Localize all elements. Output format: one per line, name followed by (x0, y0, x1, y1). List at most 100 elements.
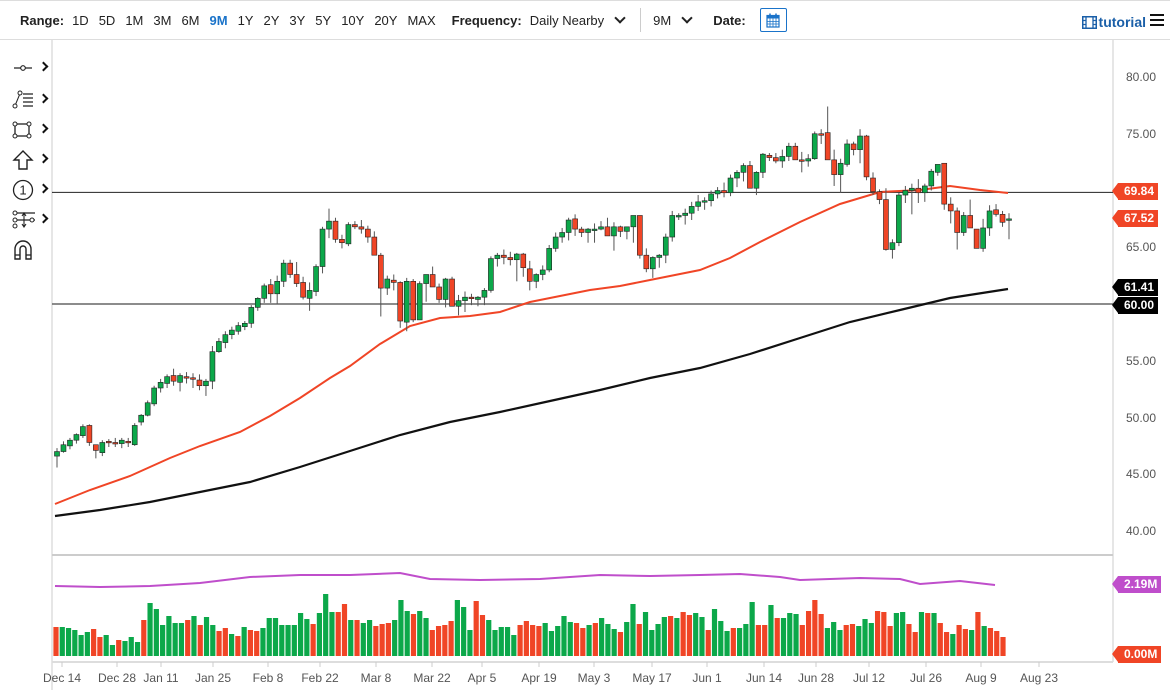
volume-bar (699, 617, 705, 656)
candle-body (902, 190, 909, 196)
candle-body (274, 280, 280, 295)
volume-bar (755, 625, 762, 656)
frequency-value: Daily Nearby (529, 12, 605, 28)
range-button-1m[interactable]: 1M (125, 12, 144, 28)
volume-bar (323, 594, 329, 656)
candle-body (313, 266, 319, 292)
volume-bar (567, 622, 573, 656)
candle-body (468, 296, 475, 299)
range-button-1d[interactable]: 1D (72, 12, 89, 28)
candle-body (753, 172, 760, 189)
range-label: Range: (20, 12, 65, 28)
volume-bar (617, 632, 624, 656)
price-tick-label: 65.00 (1126, 240, 1157, 255)
fib-tool-button[interactable] (12, 88, 52, 112)
range-button-10y[interactable]: 10Y (341, 12, 365, 28)
candle-body (106, 441, 112, 444)
volume-bar (65, 628, 72, 656)
magnet-tool-button[interactable] (12, 238, 52, 262)
period-dropdown[interactable]: 9M (653, 12, 693, 28)
candle-body (280, 262, 287, 282)
candle-body (80, 426, 86, 436)
candle-body (656, 254, 663, 258)
volume-bar (762, 625, 768, 656)
frequency-dropdown[interactable]: Daily Nearby (529, 12, 626, 28)
candle-body (203, 380, 209, 387)
candle-body (384, 278, 391, 289)
candle-body (306, 290, 313, 299)
volume-bar (473, 601, 479, 656)
calendar-icon (766, 13, 780, 28)
candle-body (267, 284, 274, 295)
last-price-tag: 67.52 (1111, 210, 1159, 227)
candle-body (669, 215, 676, 238)
numbered-marker-tool-icon: 1 (12, 179, 34, 201)
tutorial-link[interactable]: tutorial (1081, 14, 1146, 30)
volume-bar (780, 618, 787, 656)
candle-body (617, 226, 624, 232)
volume-bar (385, 623, 391, 656)
range-button-3m[interactable]: 3M (153, 12, 172, 28)
x-tick-label: Mar 22 (413, 671, 451, 685)
candle-body (293, 274, 300, 284)
range-button-3y[interactable]: 3Y (289, 12, 306, 28)
volume-bar (254, 631, 260, 656)
marker-tool-button[interactable]: 1 (12, 178, 52, 202)
x-tick-label: May 3 (577, 671, 611, 685)
volume-bar (824, 628, 830, 656)
volume-bar (316, 613, 323, 656)
frequency-selector: Frequency: Daily Nearby (452, 12, 626, 28)
range-button-20y[interactable]: 20Y (374, 12, 398, 28)
candle-body (760, 153, 766, 173)
range-button-9m[interactable]: 9M (209, 12, 228, 28)
rectangle-tool-button[interactable] (12, 118, 52, 142)
volume-bar (417, 611, 423, 656)
candle-body (980, 227, 986, 249)
candle-body (824, 132, 831, 161)
volume-bar (573, 623, 580, 656)
volume-bar (285, 625, 291, 656)
candle-body (637, 215, 643, 256)
measure-tool-button[interactable] (12, 208, 52, 232)
candle-body (766, 155, 773, 158)
range-button-1y[interactable]: 1Y (237, 12, 254, 28)
candle-body (222, 334, 229, 343)
volume-bar (812, 600, 818, 656)
volume-bar (530, 625, 536, 656)
range-button-max[interactable]: MAX (407, 12, 436, 28)
candle-body (157, 382, 164, 389)
candle-body (455, 300, 462, 307)
range-button-5y[interactable]: 5Y (315, 12, 332, 28)
volume-bar (962, 629, 968, 656)
candle-body (144, 402, 151, 416)
volume-bar (97, 637, 103, 656)
volume-bar (442, 625, 448, 656)
arrow-tool-button[interactable] (12, 148, 52, 172)
candle-body (177, 375, 183, 383)
volume-bar (128, 637, 134, 656)
date-picker-button[interactable] (759, 8, 787, 32)
volume-bar (642, 612, 649, 656)
range-button-6m[interactable]: 6M (181, 12, 200, 28)
fib-tool-icon (12, 90, 33, 109)
volume-bar (774, 618, 780, 656)
candle-body (611, 226, 617, 237)
candle-body (630, 215, 637, 228)
volume-bar (78, 635, 84, 656)
volume-bar (366, 620, 373, 656)
range-button-2y[interactable]: 2Y (263, 12, 280, 28)
hamburger-icon (1150, 14, 1164, 16)
menu-button[interactable] (1150, 14, 1164, 26)
volume-bar (624, 622, 630, 656)
candle-body (481, 290, 488, 298)
x-tick-label: Apr 5 (467, 671, 497, 685)
volume-bar (266, 618, 272, 656)
volume-bar (787, 613, 793, 656)
hline-lower-tag: 60.00 (1111, 297, 1159, 314)
line-tool-button[interactable] (12, 56, 52, 80)
x-tick-label: Jun 1 (692, 671, 722, 685)
candle-body (242, 322, 248, 328)
candle-body (811, 133, 818, 160)
range-button-5d[interactable]: 5D (98, 12, 116, 28)
